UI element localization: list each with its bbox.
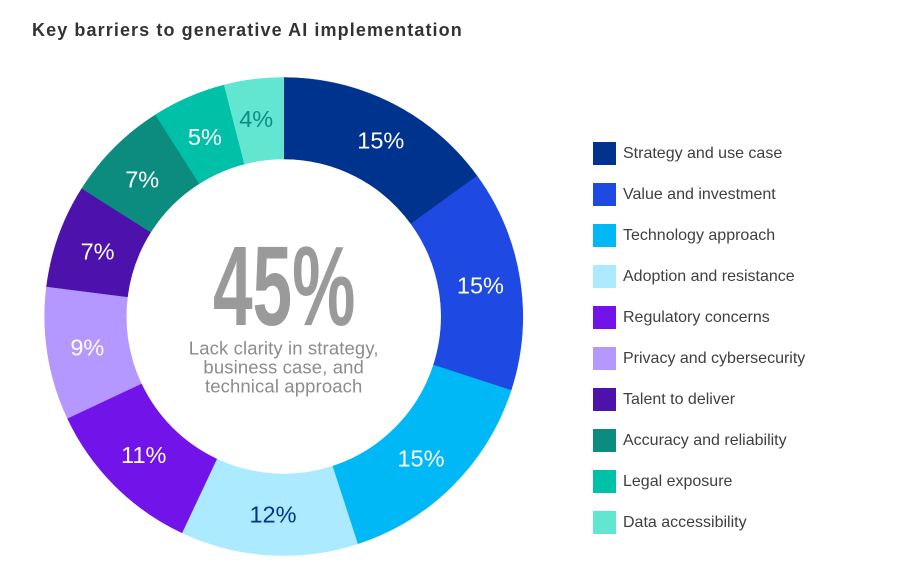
- svg-text:15%: 15%: [397, 446, 444, 472]
- svg-text:12%: 12%: [249, 502, 296, 528]
- svg-text:9%: 9%: [70, 335, 104, 361]
- svg-text:technical approach: technical approach: [205, 376, 362, 397]
- svg-text:7%: 7%: [125, 167, 159, 193]
- svg-text:11%: 11%: [121, 442, 166, 468]
- svg-text:7%: 7%: [81, 239, 115, 265]
- svg-text:4%: 4%: [239, 106, 273, 132]
- svg-text:15%: 15%: [457, 272, 504, 298]
- svg-text:business case, and: business case, and: [203, 357, 364, 378]
- svg-text:15%: 15%: [357, 128, 404, 154]
- svg-text:Lack clarity in strategy,: Lack clarity in strategy,: [189, 338, 379, 359]
- svg-text:5%: 5%: [188, 124, 222, 150]
- svg-text:45%: 45%: [213, 224, 355, 350]
